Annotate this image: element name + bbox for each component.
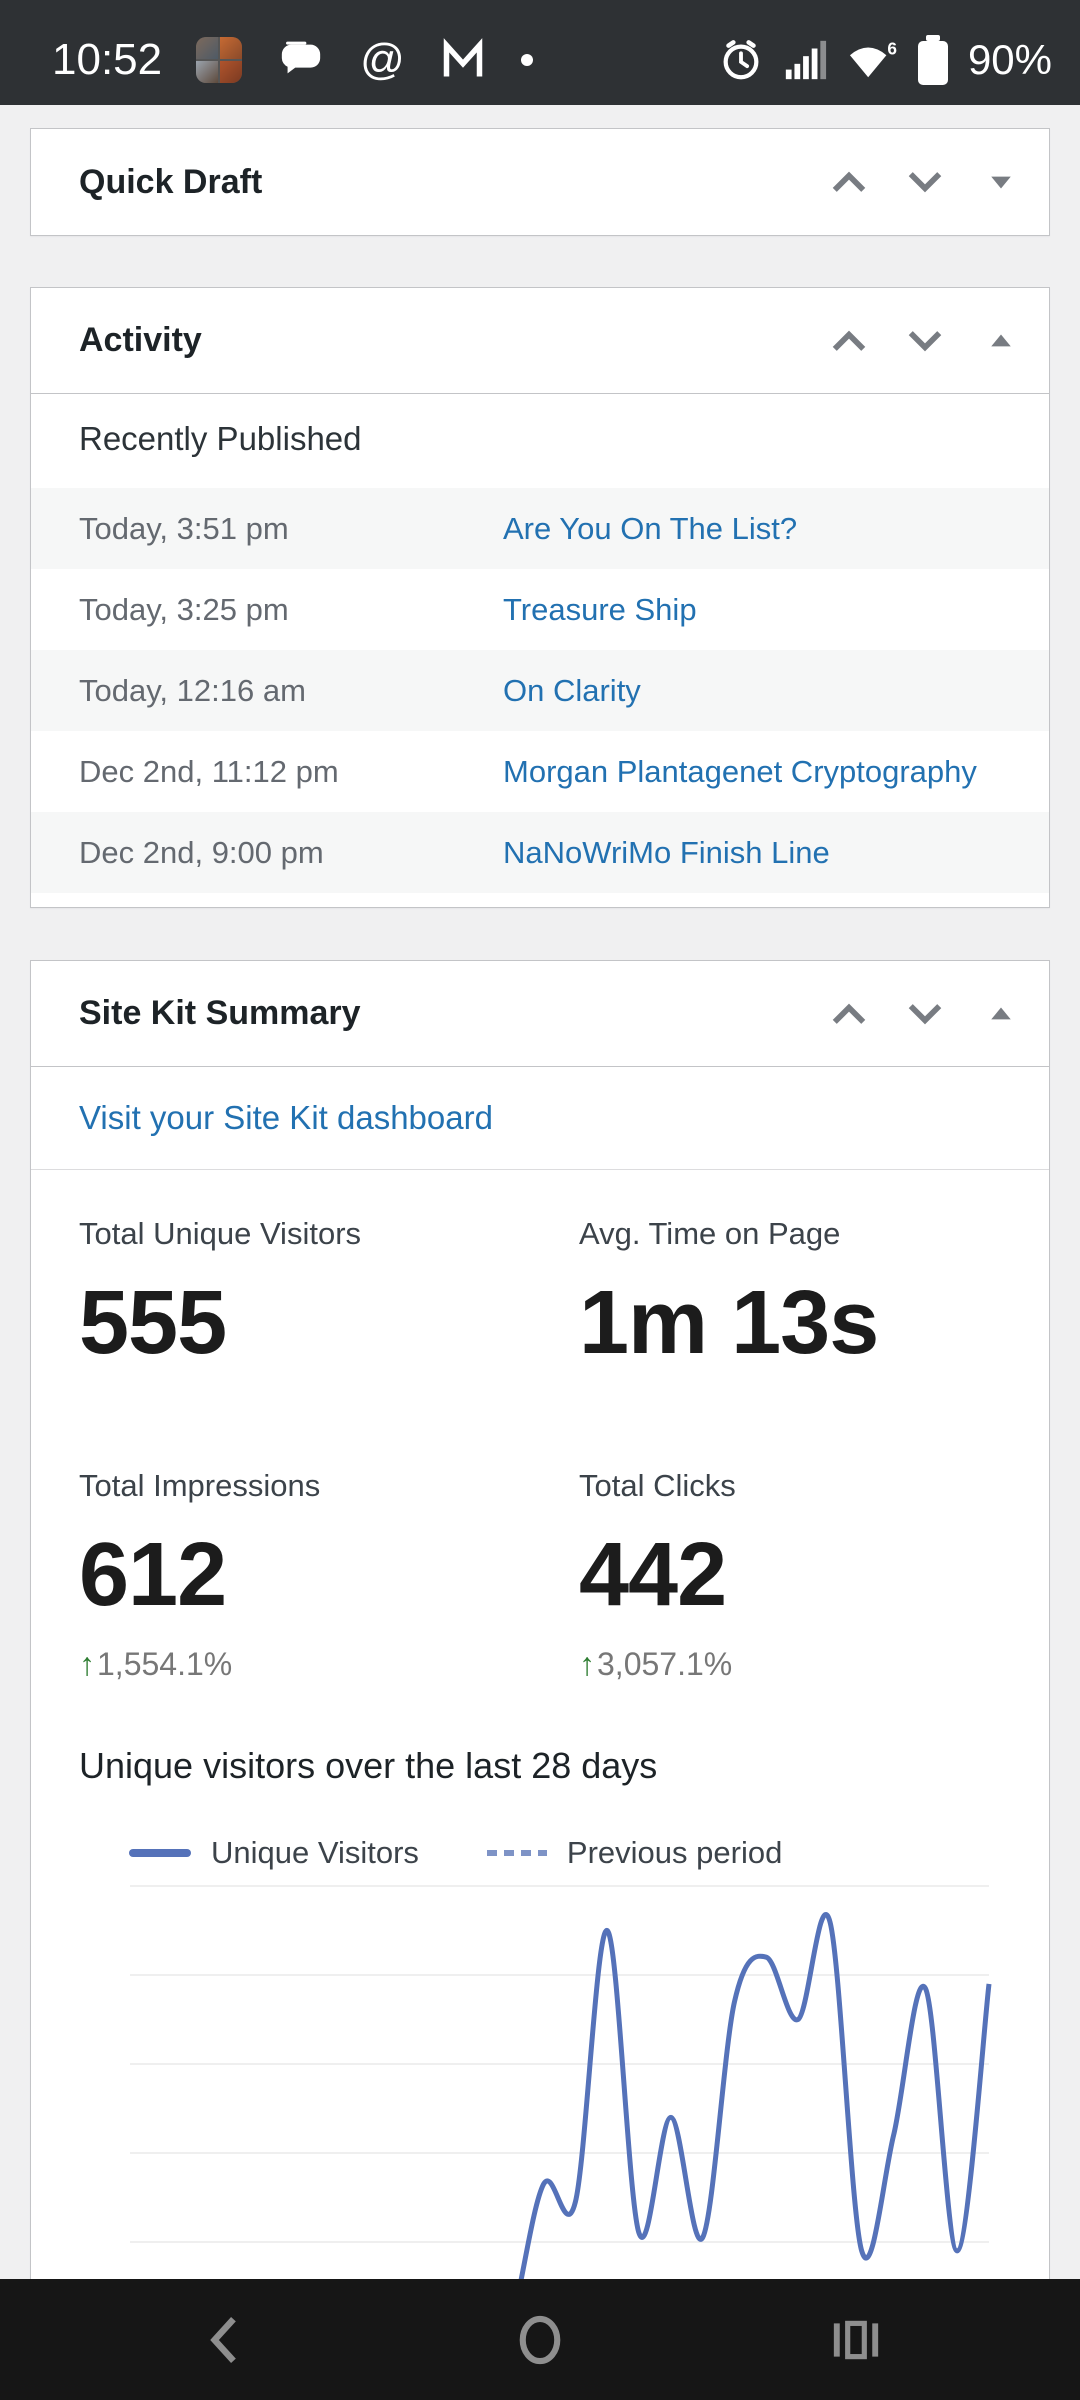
site-kit-stats: Total Unique Visitors 555 Avg. Time on P… (31, 1170, 1049, 1683)
status-bar: 10:52 @ (0, 0, 1080, 105)
activity-item: Dec 2nd, 11:12 pm Morgan Plantagenet Cryp… (31, 731, 1049, 812)
activity-item: Dec 2nd, 9:00 pm NaNoWriMo Finish Line (31, 812, 1049, 893)
legend-dashed-line-swatch (486, 1850, 547, 1856)
chart-legend: Unique Visitors Previous period (129, 1835, 1049, 1871)
battery-icon (917, 34, 948, 85)
site-kit-header[interactable]: Site Kit Summary (31, 961, 1049, 1067)
chevron-down-icon (908, 330, 942, 351)
stat-avg-time-on-page: Avg. Time on Page 1m 13s (579, 1216, 1001, 1368)
back-icon (210, 2316, 236, 2363)
android-nav-bar (0, 2279, 1080, 2400)
stat-label: Total Impressions (79, 1468, 321, 1503)
recently-published-heading: Recently Published (79, 420, 362, 457)
stat-change-value: 1,554.1% (97, 1646, 233, 1682)
unique-visitors-chart (130, 1885, 992, 2323)
panel-title: Quick Draft (79, 162, 263, 201)
stat-total-impressions: Total Impressions 612 ↑ 1,554.1% (79, 1468, 579, 1683)
home-button[interactable] (515, 2315, 565, 2365)
svg-text:6: 6 (887, 38, 897, 58)
stat-value: 555 (79, 1273, 227, 1373)
activity-item: Today, 3:25 pm Treasure Ship (31, 569, 1049, 650)
move-up-button[interactable] (827, 160, 871, 204)
notification-avatar-collage-icon (196, 36, 243, 83)
chevron-up-icon (832, 1003, 866, 1024)
more-notifications-dot (520, 53, 533, 66)
alarm-icon (723, 39, 759, 79)
triangle-down-icon (991, 176, 1011, 189)
published-date: Dec 2nd, 9:00 pm (79, 834, 324, 870)
activity-header[interactable]: Activity (31, 288, 1049, 394)
activity-item: Today, 12:16 am On Clarity (31, 650, 1049, 731)
site-kit-panel: Site Kit Summary (30, 960, 1050, 2323)
triangle-up-icon (991, 1007, 1011, 1019)
status-time: 10:52 (52, 34, 163, 84)
post-link[interactable]: NaNoWriMo Finish Line (503, 834, 830, 870)
move-down-button[interactable] (903, 992, 947, 1036)
recents-button[interactable] (831, 2315, 881, 2365)
triangle-up-icon (991, 334, 1011, 346)
legend-label-unique-visitors: Unique Visitors (211, 1835, 419, 1870)
published-date: Today, 3:51 pm (79, 510, 289, 546)
up-arrow-icon: ↑ (579, 1646, 595, 1682)
panel-title: Site Kit Summary (79, 994, 361, 1032)
chevron-down-icon (908, 1003, 942, 1024)
home-icon (519, 2315, 561, 2364)
gmail-icon (443, 37, 483, 76)
toggle-panel-button[interactable] (979, 992, 1023, 1036)
quick-draft-header[interactable]: Quick Draft (31, 129, 1049, 235)
dashboard-content: Quick Draft (0, 105, 1080, 2323)
chevron-up-icon (832, 171, 866, 192)
move-down-button[interactable] (903, 319, 947, 363)
quick-draft-panel: Quick Draft (30, 128, 1050, 236)
stat-change: ↑ 1,554.1% (79, 1646, 579, 1683)
stat-label: Total Clicks (579, 1468, 736, 1503)
stat-total-unique-visitors: Total Unique Visitors 555 (79, 1216, 579, 1368)
activity-panel: Activity (30, 287, 1050, 908)
chevron-up-icon (832, 330, 866, 351)
chevron-down-icon (908, 172, 942, 193)
stat-value: 612 (79, 1525, 227, 1625)
site-kit-link-row: Visit your Site Kit dashboard (31, 1067, 1049, 1170)
panel-title: Activity (79, 321, 202, 359)
toggle-panel-button[interactable] (979, 160, 1023, 204)
toggle-panel-button[interactable] (979, 319, 1023, 363)
threads-icon: @ (360, 34, 405, 84)
up-arrow-icon: ↑ (79, 1646, 95, 1682)
cell-signal-icon (785, 40, 827, 79)
published-date: Today, 12:16 am (79, 672, 306, 708)
stat-change-value: 3,057.1% (597, 1646, 733, 1682)
stat-value: 1m 13s (579, 1273, 879, 1373)
move-up-button[interactable] (827, 992, 871, 1036)
post-link[interactable]: Morgan Plantagenet Cryptography (503, 753, 977, 789)
wifi-icon: 6 (849, 38, 897, 77)
move-down-button[interactable] (903, 160, 947, 204)
legend-solid-line-swatch (129, 1849, 191, 1857)
stat-total-clicks: Total Clicks 442 ↑ 3,057.1% (579, 1468, 1001, 1683)
activity-item: Today, 3:51 pm Are You On The List? (31, 488, 1049, 569)
post-link[interactable]: Treasure Ship (503, 591, 697, 627)
unique-visitors-line (508, 1912, 992, 2323)
site-kit-dashboard-link[interactable]: Visit your Site Kit dashboard (79, 1099, 493, 1136)
recents-icon (833, 2320, 879, 2359)
move-up-button[interactable] (827, 319, 871, 363)
published-date: Today, 3:25 pm (79, 591, 289, 627)
battery-percent: 90% (967, 35, 1052, 83)
published-date: Dec 2nd, 11:12 pm (79, 753, 339, 789)
stat-change: ↑ 3,057.1% (579, 1646, 1001, 1683)
activity-body: Recently Published Today, 3:51 pm Are You… (31, 394, 1049, 907)
stat-value: 442 (579, 1525, 727, 1625)
legend-label-previous-period: Previous period (566, 1835, 783, 1870)
recently-published-list: Today, 3:51 pm Are You On The List? Today,… (31, 488, 1049, 907)
post-link[interactable]: On Clarity (503, 672, 641, 708)
messages-icon (281, 41, 321, 73)
notification-icons: @ (196, 34, 718, 84)
system-icons: 6 90% (718, 34, 1052, 85)
stat-label: Avg. Time on Page (579, 1216, 841, 1251)
stat-label: Total Unique Visitors (79, 1216, 362, 1251)
post-link[interactable]: Are You On The List? (503, 510, 798, 546)
back-button[interactable] (199, 2315, 249, 2365)
chart-heading: Unique visitors over the last 28 days (79, 1745, 658, 1786)
